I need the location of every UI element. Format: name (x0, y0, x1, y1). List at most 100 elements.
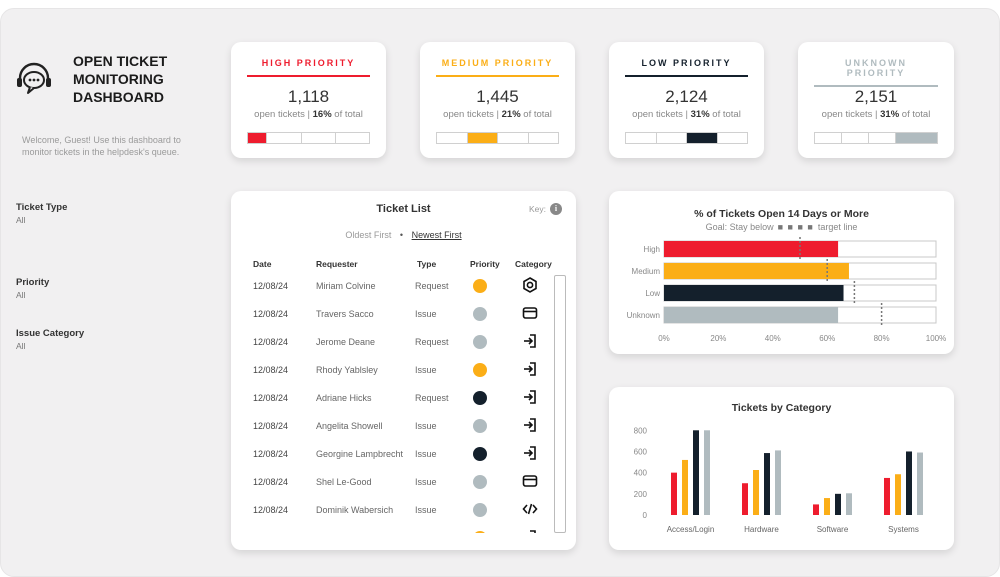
kpi-subtitle: open tickets | 31% of total (632, 109, 741, 120)
sort-oldest-button[interactable]: Oldest First (345, 230, 392, 240)
filter-issue-category[interactable]: Issue Category All (16, 328, 84, 351)
kpi-card-low[interactable]: LOW PRIORITY 2,124 open tickets | 31% of… (609, 42, 764, 158)
key-label: Key: (528, 204, 546, 214)
cell-date: 12/08/24 (253, 337, 289, 347)
bar[interactable] (742, 483, 748, 515)
cell-type: Request (415, 337, 449, 347)
aging-chart: High Medium Low Unknown 0% 20% 40% 60% 80% 100% (627, 237, 946, 343)
card-icon (522, 473, 538, 489)
bar[interactable] (917, 452, 923, 515)
bar[interactable] (693, 430, 699, 515)
headset-chat-icon (17, 62, 51, 94)
cell-type: Issue (415, 365, 437, 375)
login-icon (522, 445, 538, 461)
bar[interactable] (906, 451, 912, 515)
aging-chart-title: % of Tickets Open 14 Days or More (694, 208, 869, 220)
sort-newest-button[interactable]: Newest First (411, 230, 462, 240)
bar[interactable] (664, 241, 839, 257)
filter-value[interactable]: All (16, 290, 26, 300)
table-row[interactable]: 12/08/24 Travers Sacco Issue (231, 299, 561, 327)
x-tick-label: Systems (888, 525, 919, 534)
priority-dot (473, 279, 487, 293)
column-header-date[interactable]: Date (253, 259, 272, 269)
bar[interactable] (664, 263, 849, 279)
bar[interactable] (884, 477, 890, 515)
filter-priority[interactable]: Priority All (16, 277, 49, 300)
kpi-progress (436, 132, 559, 144)
cell-requester: Dominik Wabersich (316, 505, 394, 515)
bar[interactable] (824, 498, 830, 515)
kpi-title: HIGH PRIORITY (247, 58, 370, 77)
bar[interactable] (664, 285, 844, 301)
kpi-card-high[interactable]: HIGH PRIORITY 1,118 open tickets | 16% o… (231, 42, 386, 158)
column-header-category[interactable]: Category (515, 259, 552, 269)
cell-date: 12/08/24 (253, 365, 289, 375)
kpi-title: MEDIUM PRIORITY (436, 58, 559, 77)
bar[interactable] (664, 307, 839, 323)
table-row[interactable]: 12/08/24 Miriam Colvine Request (231, 271, 561, 299)
table-row[interactable]: 12/08/24 Adriane Hicks Request (231, 383, 561, 411)
cell-type: Issue (415, 309, 437, 319)
x-tick-label: Hardware (744, 525, 779, 534)
key-legend[interactable]: Key: i (529, 203, 562, 215)
table-row[interactable]: 12/08/24Ernesta LowdwellIssue (231, 523, 561, 533)
filter-label: Issue Category (16, 328, 85, 339)
filter-value[interactable]: All (16, 215, 26, 225)
login-icon (522, 333, 538, 349)
kpi-subtitle: open tickets | 31% of total (821, 109, 931, 120)
priority-dot (473, 531, 487, 533)
cell-requester: Adriane Hicks (316, 393, 372, 403)
cell-requester: Miriam Colvine (316, 281, 376, 291)
column-header-priority[interactable]: Priority (470, 259, 500, 269)
cell-date: 12/08/24 (253, 449, 289, 459)
gear-hex-icon (522, 277, 538, 293)
bar[interactable] (753, 470, 759, 515)
aging-chart-subtitle: Goal: Stay below ■ ■ ■ ■ target line (705, 222, 858, 232)
bar[interactable] (775, 450, 781, 515)
y-tick-label: 0 (643, 511, 648, 520)
table-row[interactable]: 12/08/24 Jerome Deane Request (231, 327, 561, 355)
column-header-requester[interactable]: Requester (316, 259, 358, 269)
column-header-type[interactable]: Type (417, 259, 437, 269)
bar[interactable] (813, 504, 819, 515)
kpi-card-unknown[interactable]: UNKNOWN PRIORITY 2,151 open tickets | 31… (798, 42, 954, 158)
scrollbar[interactable] (554, 275, 566, 533)
kpi-title: LOW PRIORITY (625, 58, 748, 77)
cell-requester: Angelita Showell (316, 421, 383, 431)
table-row[interactable]: 12/08/24 Shel Le-Good Issue (231, 467, 561, 495)
bar[interactable] (846, 493, 852, 515)
filter-value[interactable]: All (16, 341, 26, 351)
table-row[interactable]: 12/08/24 Angelita Showell Issue (231, 411, 561, 439)
table-row[interactable]: 12/08/24 Georgine Lampbrecht Issue (231, 439, 561, 467)
table-row[interactable]: 12/08/24 Rhody Yablsley Issue (231, 355, 561, 383)
y-tick-label: 800 (634, 426, 648, 435)
cell-type: Request (415, 393, 449, 403)
x-tick-label: 20% (710, 334, 726, 343)
info-icon[interactable]: i (550, 203, 562, 215)
y-tick-label: 400 (634, 469, 648, 478)
table-row[interactable]: 12/08/24 Dominik Wabersich Issue (231, 495, 561, 523)
kpi-value: 1,118 (287, 87, 330, 106)
bar[interactable] (704, 430, 710, 515)
cell-requester: Jerome Deane (316, 337, 376, 347)
aging-chart-card: % of Tickets Open 14 Days or More Goal: … (609, 191, 954, 354)
bar[interactable] (895, 474, 901, 515)
bar[interactable] (671, 472, 677, 515)
kpi-card-medium[interactable]: MEDIUM PRIORITY 1,445 open tickets | 21%… (420, 42, 575, 158)
bar[interactable] (835, 493, 841, 515)
card-icon (522, 305, 538, 321)
cell-requester: Rhody Yablsley (316, 365, 378, 375)
y-tick-label: Unknown (627, 311, 660, 320)
filter-ticket-type[interactable]: Ticket Type All (16, 202, 67, 225)
kpi-progress (814, 132, 938, 144)
kpi-progress (247, 132, 370, 144)
y-tick-label: 600 (634, 447, 648, 456)
bar[interactable] (764, 453, 770, 515)
dashed-line-icon: ■ ■ ■ ■ (777, 222, 814, 232)
category-chart-title: Tickets by Category (731, 402, 832, 414)
cell-type: Request (415, 281, 449, 291)
ticket-table-body: 12/08/24 Miriam Colvine Request 12/08/24 Tra… (231, 271, 561, 533)
bar[interactable] (682, 459, 688, 515)
priority-dot (473, 503, 487, 517)
x-tick-label: 0% (658, 334, 670, 343)
